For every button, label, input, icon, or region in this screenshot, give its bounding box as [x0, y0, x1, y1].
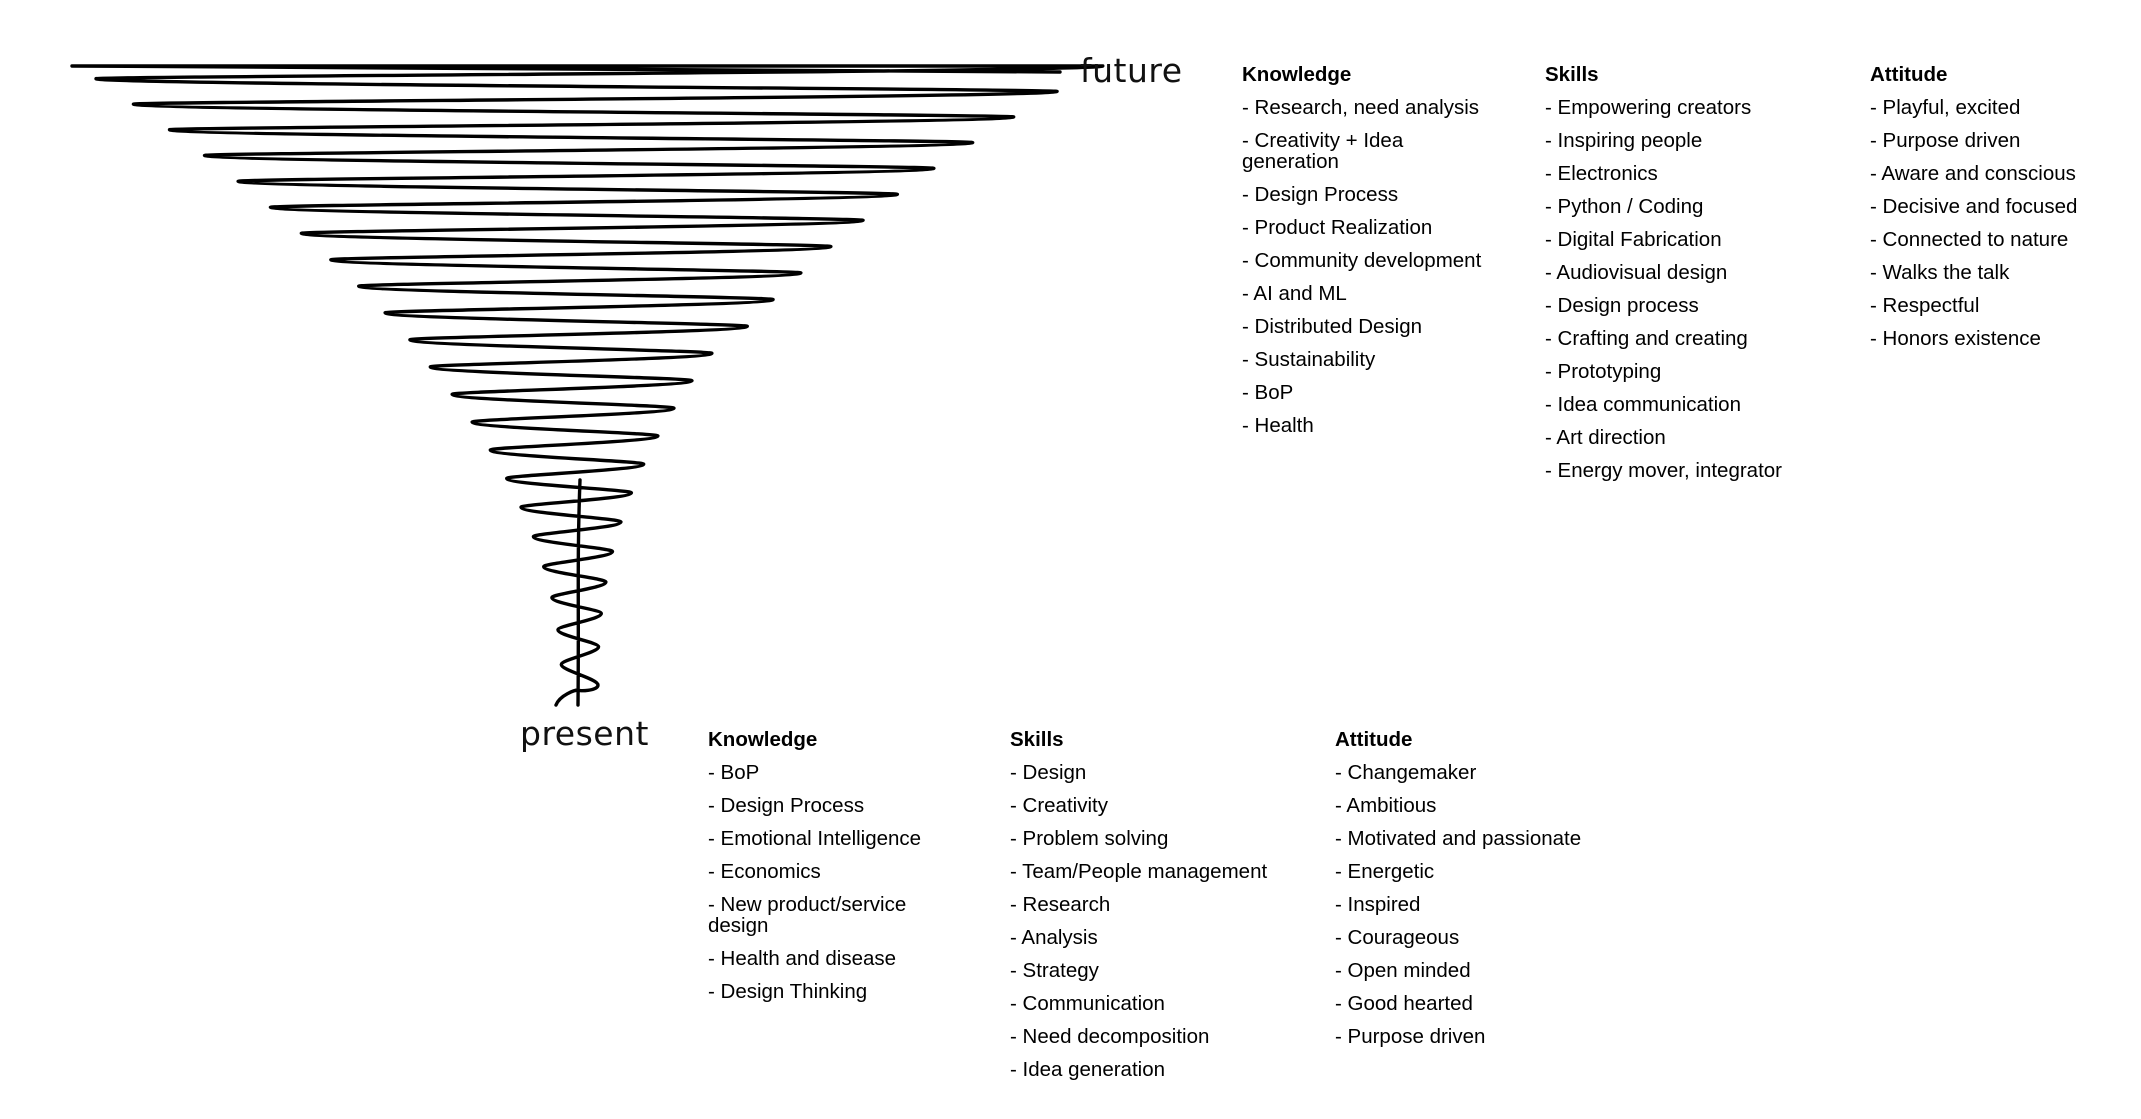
future-knowledge-list: - Research, need analysis - Creativity + …: [1242, 97, 1482, 436]
list-item: - Connected to nature: [1870, 228, 2069, 251]
list-item: - AI and ML: [1242, 282, 1347, 305]
future-knowledge-column: Knowledge - Research, need analysis - Crea…: [1242, 64, 1482, 448]
present-knowledge-column: Knowledge - BoP - Design Process - Emotiona…: [708, 729, 948, 1014]
list-item: - Prototyping: [1545, 360, 1662, 383]
list-item: - Need decomposition: [1010, 1025, 1210, 1048]
list-item: - Courageous: [1335, 926, 1460, 949]
list-item: - Design Thinking: [708, 980, 868, 1003]
list-item: - BoP: [708, 761, 760, 784]
list-item: - Sustainability: [1242, 348, 1376, 371]
list-item: - Communication: [1010, 992, 1165, 1015]
list-item: - Decisive and focused: [1870, 195, 2078, 218]
list-item: - Energetic: [1335, 860, 1435, 883]
list-item: - Strategy: [1010, 959, 1099, 982]
list-item: - Community development: [1242, 249, 1482, 272]
list-item: - Idea communication: [1545, 393, 1741, 416]
list-item: - Health and disease: [708, 947, 897, 970]
list-item: - Creativity + Idea generation: [1242, 129, 1404, 173]
present-attitude-heading: Attitude: [1335, 728, 1413, 751]
list-item: - Health: [1242, 414, 1314, 437]
list-item: - Energy mover, integrator: [1545, 459, 1782, 482]
future-attitude-heading: Attitude: [1870, 63, 1948, 86]
present-skills-column: Skills - Design - Creativity - Problem solv…: [1010, 729, 1300, 1092]
list-item: - Playful, excited: [1870, 96, 2021, 119]
list-item: - Digital Fabrication: [1545, 228, 1722, 251]
present-knowledge-list: - BoP - Design Process - Emotional Intelli…: [708, 762, 948, 1002]
list-item: - Emotional Intelligence: [708, 827, 922, 850]
list-item: - Distributed Design: [1242, 315, 1423, 338]
list-item: - Empowering creators: [1545, 96, 1752, 119]
future-skills-list: - Empowering creators - Inspiring people -…: [1545, 97, 1835, 481]
present-skills-list: - Design - Creativity - Problem solving - T…: [1010, 762, 1300, 1080]
future-skills-heading: Skills: [1545, 63, 1599, 86]
present-skills-heading: Skills: [1010, 728, 1064, 751]
list-item: - Open minded: [1335, 959, 1471, 982]
spiral-path: [70, 64, 1105, 707]
list-item: - Ambitious: [1335, 794, 1437, 817]
present-attitude-list: - Changemaker - Ambitious - Motivated and …: [1335, 762, 1625, 1047]
list-item: - Walks the talk: [1870, 261, 2010, 284]
list-item: - Python / Coding: [1545, 195, 1704, 218]
future-attitude-list: - Playful, excited - Purpose driven - Awar…: [1870, 97, 2140, 349]
list-item: - New product/service design: [708, 893, 907, 937]
list-item: - Creativity: [1010, 794, 1108, 817]
list-item: - Aware and conscious: [1870, 162, 2076, 185]
list-item: - Team/People management: [1010, 860, 1268, 883]
list-item: - Economics: [708, 860, 821, 883]
list-item: - Inspired: [1335, 893, 1421, 916]
future-knowledge-heading: Knowledge: [1242, 63, 1352, 86]
future-label: future: [1080, 51, 1183, 90]
list-item: - Electronics: [1545, 162, 1658, 185]
list-item: - BoP: [1242, 381, 1294, 404]
future-skills-column: Skills - Empowering creators - Inspiring p…: [1545, 64, 1835, 493]
present-label: present: [520, 714, 649, 753]
list-item: - Honors existence: [1870, 327, 2041, 350]
list-item: - Problem solving: [1010, 827, 1169, 850]
list-item: - Design Process: [1242, 183, 1399, 206]
list-item: - Analysis: [1010, 926, 1098, 949]
list-item: - Purpose driven: [1335, 1025, 1486, 1048]
list-item: - Audiovisual design: [1545, 261, 1728, 284]
present-attitude-column: Attitude - Changemaker - Ambitious - Motiva…: [1335, 729, 1625, 1059]
list-item: - Good hearted: [1335, 992, 1473, 1015]
list-item: - Research, need analysis: [1242, 96, 1480, 119]
present-knowledge-heading: Knowledge: [708, 728, 818, 751]
list-item: - Idea generation: [1010, 1058, 1166, 1081]
list-item: - Motivated and passionate: [1335, 827, 1582, 850]
list-item: - Design: [1010, 761, 1087, 784]
future-attitude-column: Attitude - Playful, excited - Purpose driv…: [1870, 64, 2140, 361]
list-item: - Design process: [1545, 294, 1699, 317]
list-item: - Product Realization: [1242, 216, 1433, 239]
list-item: - Respectful: [1870, 294, 1980, 317]
list-item: - Inspiring people: [1545, 129, 1703, 152]
list-item: - Art direction: [1545, 426, 1666, 449]
list-item: - Design Process: [708, 794, 865, 817]
list-item: - Crafting and creating: [1545, 327, 1748, 350]
list-item: - Purpose driven: [1870, 129, 2021, 152]
list-item: - Research: [1010, 893, 1111, 916]
list-item: - Changemaker: [1335, 761, 1477, 784]
